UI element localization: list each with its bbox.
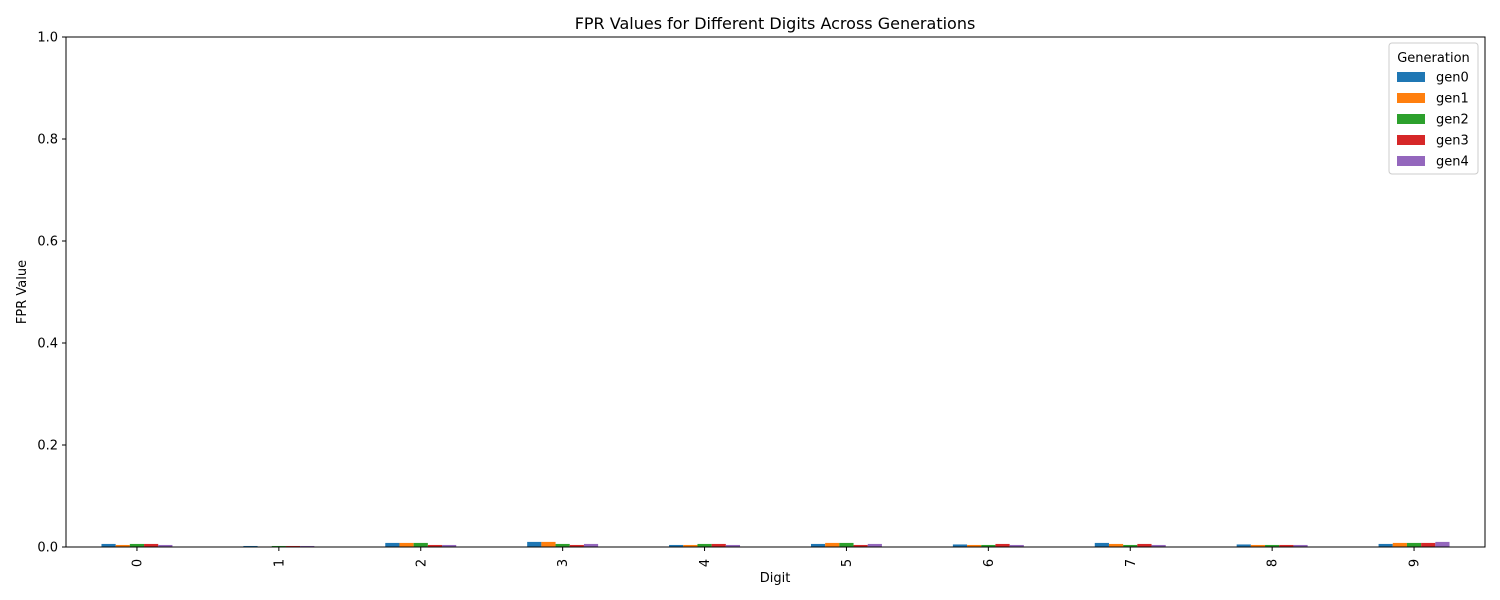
- bar: [1094, 542, 1109, 547]
- bar: [1421, 542, 1436, 547]
- series-gen0: [101, 541, 1393, 547]
- bar: [697, 543, 712, 547]
- bar: [271, 545, 286, 547]
- bar: [527, 541, 542, 547]
- bar: [1392, 542, 1407, 547]
- bar: [1137, 543, 1152, 547]
- bar: [839, 542, 854, 547]
- bar: [583, 543, 599, 547]
- legend: Generation gen0 gen1 gen2 gen3 gen4: [1388, 42, 1479, 175]
- bar: [101, 543, 116, 547]
- legend-swatch: [1397, 72, 1425, 82]
- legend-swatch: [1397, 93, 1425, 103]
- bar: [1293, 544, 1308, 547]
- x-tick-label: 3: [556, 559, 571, 567]
- x-tick-label: 8: [1266, 559, 1281, 567]
- x-axis-title: Digit: [760, 571, 791, 586]
- bar: [129, 543, 145, 547]
- y-tick-label: 0.2: [37, 439, 58, 454]
- series-gen3: [144, 542, 1436, 547]
- series-gen2: [129, 542, 1422, 547]
- legend-item-gen1: gen1: [1397, 92, 1469, 107]
- x-tick-label: 5: [840, 559, 855, 567]
- y-tick-label: 1.0: [37, 31, 58, 46]
- legend-label: gen4: [1436, 155, 1469, 170]
- y-axis-title: FPR Value: [15, 260, 30, 324]
- x-tick-label: 6: [982, 559, 997, 567]
- bar: [1378, 543, 1393, 547]
- bar: [810, 543, 826, 547]
- bar: [669, 544, 684, 547]
- bar: [867, 543, 882, 547]
- bar: [853, 544, 868, 547]
- bar: [1406, 542, 1422, 547]
- y-tick-label: 0.0: [37, 541, 58, 556]
- legend-item-gen2: gen2: [1397, 113, 1469, 128]
- legend-title: Generation: [1397, 51, 1470, 66]
- bar: [952, 544, 968, 547]
- x-tick-label: 2: [414, 559, 429, 567]
- bar: [427, 544, 443, 547]
- legend-label: gen0: [1436, 71, 1469, 86]
- x-tick-label: 1: [272, 559, 287, 567]
- bar: [1123, 544, 1138, 547]
- series-gen4: [158, 541, 1450, 547]
- bar: [144, 543, 159, 547]
- bar: [1250, 544, 1266, 547]
- bar: [711, 543, 726, 547]
- bar: [1236, 544, 1251, 547]
- bar: [825, 542, 840, 547]
- bar: [115, 544, 130, 547]
- bar: [285, 545, 301, 547]
- legend-swatch: [1397, 135, 1425, 145]
- bar: [442, 544, 457, 547]
- bar: [725, 544, 741, 547]
- bar: [541, 541, 556, 547]
- bar: [967, 544, 982, 547]
- legend-label: gen1: [1436, 92, 1469, 107]
- bar: [1435, 541, 1450, 547]
- legend-label: gen2: [1436, 113, 1469, 128]
- bar: [158, 544, 173, 547]
- bar: [1265, 544, 1280, 547]
- bar: [569, 544, 584, 547]
- x-tick-label: 9: [1408, 559, 1423, 567]
- legend-item-gen3: gen3: [1397, 134, 1469, 149]
- y-tick-label: 0.4: [37, 337, 58, 352]
- y-tick-label: 0.6: [37, 235, 58, 250]
- bar: [399, 542, 414, 547]
- bar: [981, 544, 996, 547]
- bar: [1009, 544, 1024, 547]
- chart-title: FPR Values for Different Digits Across G…: [575, 14, 976, 33]
- x-tick-label: 4: [698, 559, 713, 567]
- bar: [995, 543, 1010, 547]
- bar: [300, 545, 315, 547]
- legend-item-gen0: gen0: [1397, 71, 1469, 86]
- series-gen1: [115, 541, 1407, 547]
- plot-area: 0.0 0.2 0.4 0.6 0.8 1.0 0 1 2 3 4 5 6 7 8 9: [37, 31, 1486, 567]
- x-tick-label: 0: [130, 559, 145, 567]
- bar: [555, 543, 570, 547]
- bar: [1151, 544, 1166, 547]
- bar: [683, 544, 698, 547]
- legend-swatch: [1397, 156, 1425, 166]
- bar: [243, 545, 258, 547]
- bar: [413, 542, 428, 547]
- y-tick-label: 0.8: [37, 133, 58, 148]
- legend-swatch: [1397, 114, 1425, 124]
- legend-label: gen3: [1436, 134, 1469, 149]
- axes-frame: [65, 36, 1486, 548]
- bar: [1108, 543, 1124, 547]
- bar: [385, 542, 400, 547]
- legend-item-gen4: gen4: [1397, 155, 1469, 170]
- x-tick-label: 7: [1124, 559, 1139, 567]
- bar: [1279, 544, 1294, 547]
